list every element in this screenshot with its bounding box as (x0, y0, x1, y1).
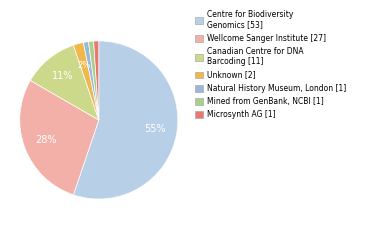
Text: 2%: 2% (78, 60, 91, 70)
Legend: Centre for Biodiversity
Genomics [53], Wellcome Sanger Institute [27], Canadian : Centre for Biodiversity Genomics [53], W… (194, 9, 348, 121)
Wedge shape (83, 42, 99, 120)
Text: 28%: 28% (35, 135, 56, 145)
Text: 55%: 55% (144, 124, 166, 134)
Wedge shape (73, 41, 178, 199)
Wedge shape (30, 45, 99, 120)
Wedge shape (93, 41, 99, 120)
Wedge shape (73, 42, 99, 120)
Text: 11%: 11% (52, 71, 73, 81)
Wedge shape (89, 41, 99, 120)
Wedge shape (20, 80, 99, 195)
